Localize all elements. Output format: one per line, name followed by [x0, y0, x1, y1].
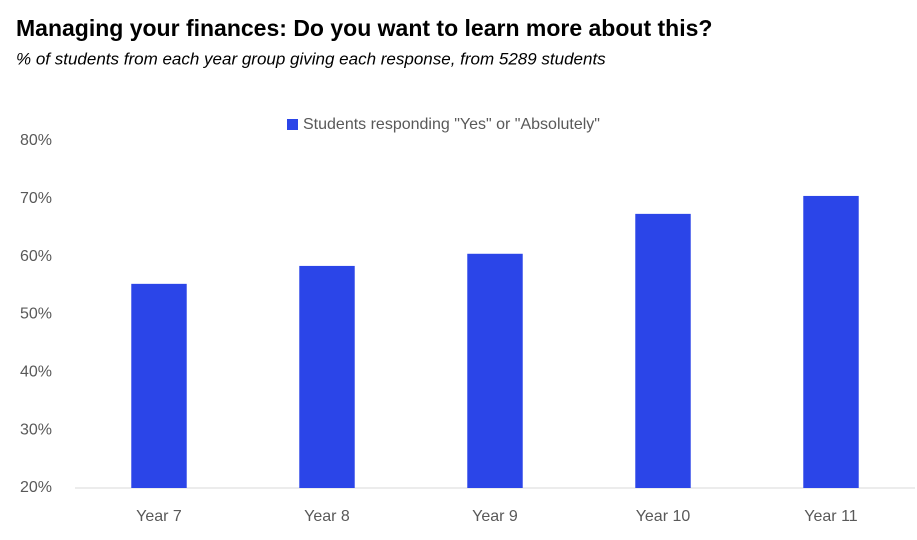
chart-subtitle: % of students from each year group givin… — [16, 49, 606, 68]
bar — [299, 265, 355, 488]
y-tick-label: 30% — [20, 421, 52, 438]
chart-title: Managing your finances: Do you want to l… — [16, 15, 712, 41]
x-tick-label: Year 10 — [636, 508, 691, 525]
y-tick-label: 40% — [20, 364, 52, 381]
bar — [467, 253, 523, 488]
x-tick-label: Year 8 — [304, 508, 350, 525]
y-tick-label: 50% — [20, 306, 52, 323]
bar — [803, 195, 859, 489]
y-tick-label: 60% — [20, 248, 52, 265]
y-tick-label: 70% — [20, 190, 52, 207]
x-tick-label: Year 11 — [804, 508, 857, 525]
legend-label: Students responding "Yes" or "Absolutely… — [303, 116, 600, 133]
y-tick-label: 80% — [20, 132, 52, 149]
bar — [131, 283, 187, 488]
y-tick-label: 20% — [20, 479, 52, 496]
legend-swatch — [287, 119, 298, 130]
x-tick-label: Year 7 — [136, 508, 182, 525]
x-tick-label: Year 9 — [472, 508, 518, 525]
bar — [635, 213, 691, 488]
